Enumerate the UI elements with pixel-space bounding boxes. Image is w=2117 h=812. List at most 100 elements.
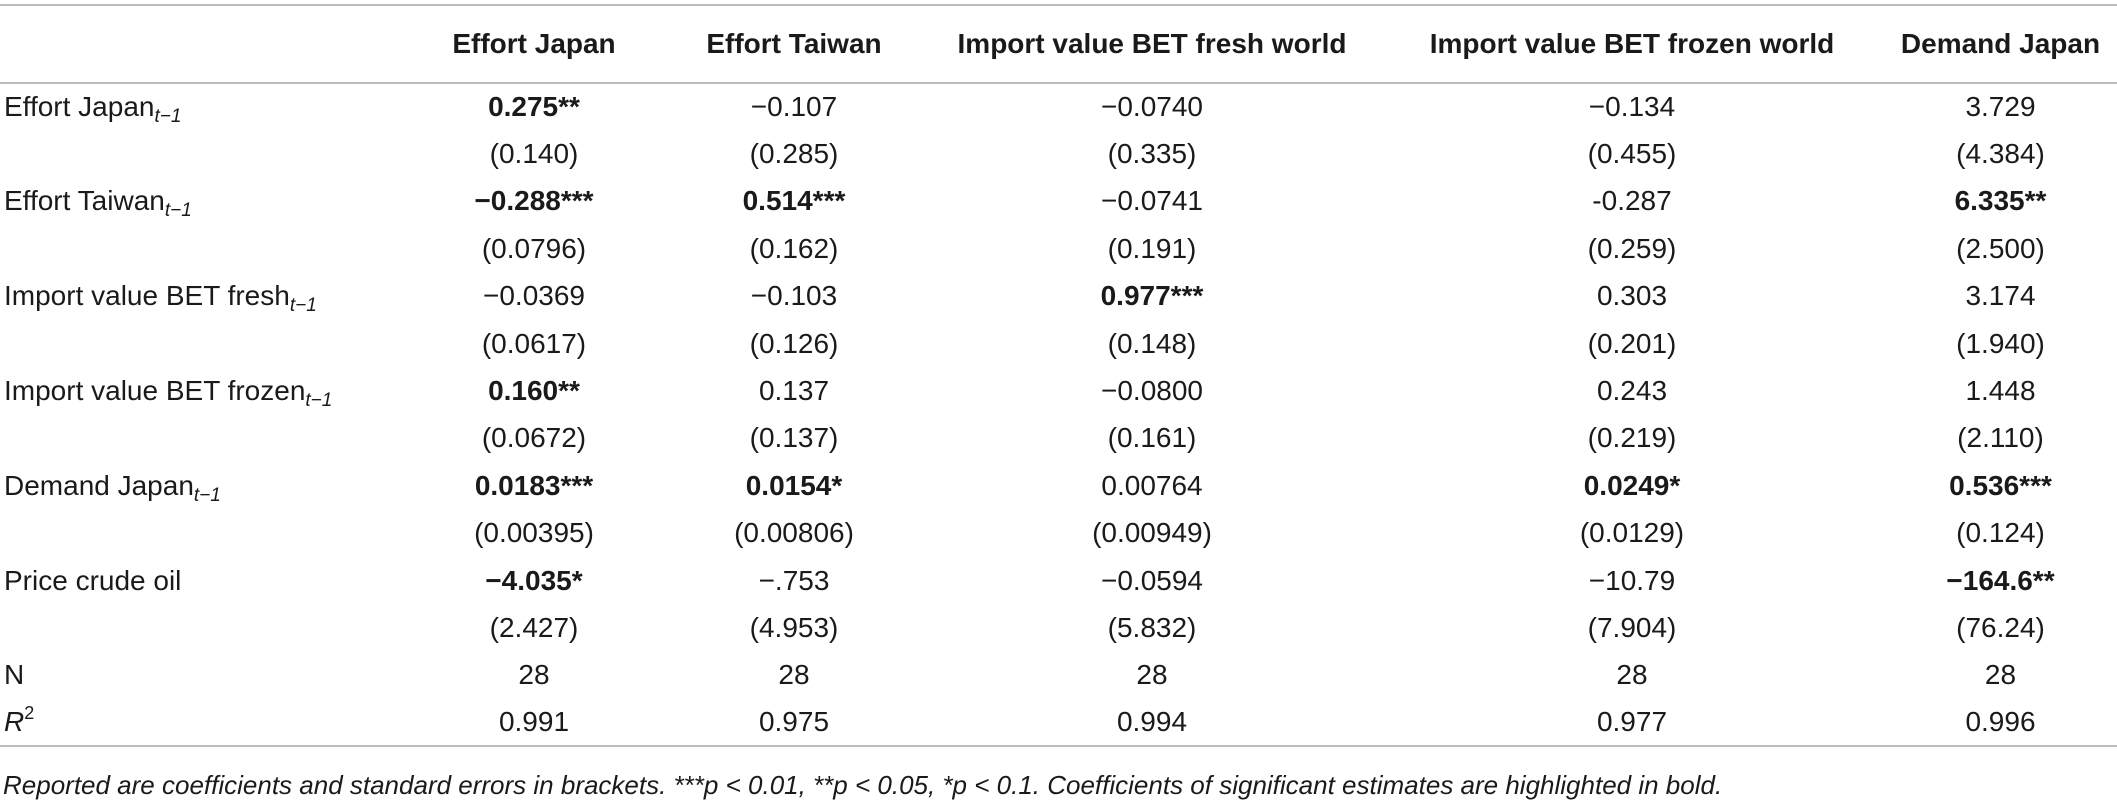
- row-label: Effort Japant−1: [0, 83, 404, 130]
- table-cell: 0.975: [664, 699, 924, 748]
- table-cell: 0.137: [758, 375, 830, 407]
- table-cell: (1.940): [1956, 327, 2045, 359]
- table-cell: 0.00764: [1101, 469, 1203, 501]
- column-header: [0, 4, 404, 84]
- table-cell: (0.148): [1107, 327, 1197, 359]
- table-cell: (0.191): [1107, 232, 1197, 264]
- table-cell: 0.514***: [742, 185, 846, 217]
- table-cell: 0.977: [1380, 699, 1884, 748]
- table-cell: −0.0740: [1101, 91, 1203, 123]
- table-cell: (0.126): [749, 327, 839, 359]
- table-row: (0.140) (0.285) (0.335) (0.455) (4.384): [0, 130, 2117, 177]
- row-label-text: Import value BET fresh: [4, 280, 290, 312]
- table-cell: 28: [1616, 659, 1648, 691]
- table-cell: −0.103: [750, 280, 838, 312]
- column-header: Import value BET frozen world: [1380, 4, 1884, 84]
- row-label-text: Effort Japan: [4, 91, 155, 123]
- column-header: Effort Taiwan: [664, 4, 924, 84]
- row-label-text: Price crude oil: [4, 564, 182, 596]
- table-row: Import value BET frozent−1 0.160** 0.137 −0…: [0, 367, 2117, 414]
- table-cell: 0.0249*: [1583, 469, 1681, 501]
- table-cell: (0.335): [1107, 138, 1197, 170]
- table-cell: (0.00806): [734, 517, 854, 549]
- table-cell: (2.427): [489, 611, 579, 643]
- table-row: Demand Japant−1 0.0183*** 0.0154* 0.00764 0.…: [0, 462, 2117, 509]
- table-cell: (2.500): [1956, 232, 2045, 264]
- table-row: Effort Taiwant−1 −0.288*** 0.514*** −0.0741…: [0, 178, 2117, 225]
- table-cell: (4.384): [1956, 138, 2045, 170]
- table-cell: 28: [1136, 659, 1168, 691]
- row-label-text: N: [4, 659, 25, 691]
- row-label: Demand Japant−1: [0, 462, 404, 509]
- row-label: Effort Taiwant−1: [0, 178, 404, 225]
- table-cell: (4.953): [749, 611, 839, 643]
- row-label-subscript: t−1: [193, 484, 221, 506]
- row-label-text: R: [4, 706, 25, 738]
- table-cell: (0.455): [1587, 138, 1677, 170]
- table-cell: −0.107: [750, 91, 838, 123]
- table-cell: (0.00395): [474, 517, 594, 549]
- table-row: Import value BET fresht−1 −0.0369 −0.103 0.…: [0, 273, 2117, 320]
- table-row: N 28 28 28 28 28: [0, 652, 2117, 699]
- column-header: Import value BET fresh world: [924, 4, 1380, 84]
- table-cell: 0.275**: [488, 91, 580, 123]
- table-cell: −.753: [758, 564, 830, 596]
- table-cell: (76.24): [1956, 611, 2045, 643]
- table-cell: 0.160**: [488, 375, 580, 407]
- table-cell: (0.162): [749, 232, 839, 264]
- table-cell: 0.991: [404, 699, 664, 748]
- table-row: (0.0796) (0.162) (0.191) (0.259) (2.500): [0, 225, 2117, 272]
- table-cell: −164.6**: [1946, 564, 2055, 596]
- row-label-subscript: t−1: [305, 390, 333, 412]
- row-label: [0, 320, 404, 367]
- table-cell: −4.035*: [485, 564, 583, 596]
- column-header: Demand Japan: [1884, 4, 2117, 84]
- table-cell: 1.448: [1965, 375, 2036, 407]
- table-row: Price crude oil −4.035* −.753 −0.0594 −10.79…: [0, 557, 2117, 604]
- row-label-subscript: t−1: [164, 200, 192, 222]
- row-label: [0, 510, 404, 557]
- table-cell: (0.140): [489, 138, 579, 170]
- table-cell: −0.0369: [483, 280, 585, 312]
- row-label-text: Import value BET frozen: [4, 375, 306, 407]
- table-row: (0.0672) (0.137) (0.161) (0.219) (2.110): [0, 415, 2117, 462]
- table-cell: −10.79: [1588, 564, 1676, 596]
- table-cell: (0.285): [749, 138, 839, 170]
- table-row: (0.0617) (0.126) (0.148) (0.201) (1.940): [0, 320, 2117, 367]
- table-cell: (5.832): [1107, 611, 1197, 643]
- row-label: N: [0, 652, 404, 699]
- table-cell: -0.287: [1592, 185, 1672, 217]
- row-label: [0, 130, 404, 177]
- header-row: Effort Japan Effort Taiwan Import value …: [0, 4, 2117, 84]
- table-cell: 3.174: [1965, 280, 2036, 312]
- table-cell: −0.0800: [1101, 375, 1203, 407]
- table-cell: (0.124): [1956, 517, 2045, 549]
- table-cell: 0.0183***: [474, 469, 594, 501]
- row-label: [0, 604, 404, 651]
- row-label: R2: [0, 699, 404, 748]
- table-cell: −0.134: [1588, 91, 1676, 123]
- table-cell: (0.0129): [1579, 517, 1685, 549]
- row-label-superscript: 2: [24, 703, 35, 724]
- table-cell: 6.335**: [1954, 185, 2047, 217]
- table-cell: (0.259): [1587, 232, 1677, 264]
- table-cell: −0.0741: [1101, 185, 1203, 217]
- table-cell: (0.0617): [481, 327, 587, 359]
- table-cell: (0.161): [1107, 422, 1197, 454]
- table-cell: (0.219): [1587, 422, 1677, 454]
- row-label: Import value BET frozent−1: [0, 367, 404, 414]
- table-cell: 0.977***: [1100, 280, 1204, 312]
- table-cell: 3.729: [1965, 91, 2036, 123]
- table-cell: −0.0594: [1101, 564, 1203, 596]
- row-label-text: Demand Japan: [4, 469, 194, 501]
- table-cell: 0.994: [924, 699, 1380, 748]
- table-row: R2 0.991 0.975 0.994 0.977 0.996: [0, 699, 2117, 748]
- regression-table: Effort Japan Effort Taiwan Import value …: [0, 4, 2117, 748]
- table-row: Effort Japant−1 0.275** −0.107 −0.0740 −0.13…: [0, 83, 2117, 130]
- row-label-subscript: t−1: [154, 106, 182, 128]
- table-cell: (7.904): [1587, 611, 1677, 643]
- table-cell: 0.243: [1596, 375, 1668, 407]
- table-row: (2.427) (4.953) (5.832) (7.904) (76.24): [0, 604, 2117, 651]
- table-cell: 0.996: [1884, 699, 2117, 748]
